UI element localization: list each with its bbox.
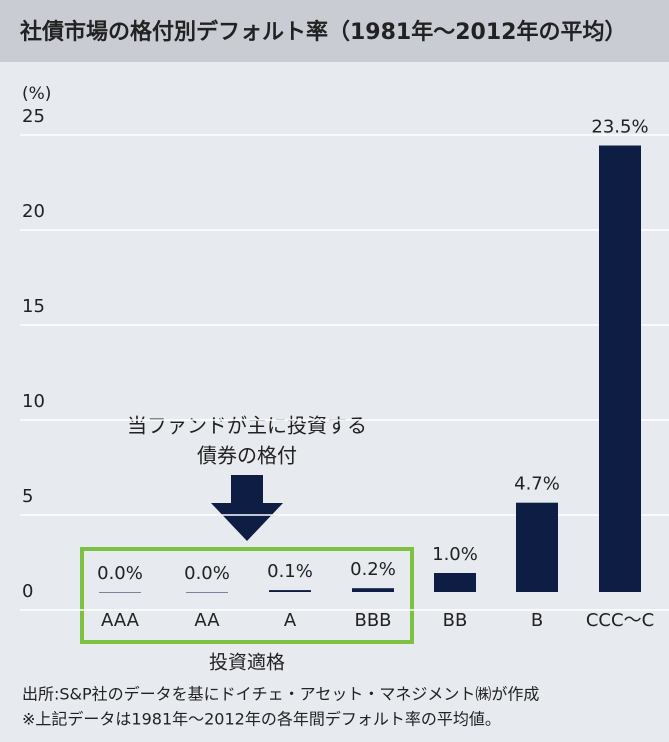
x-tick-label: AA <box>194 610 220 631</box>
annotation: 当ファンドが主に投資する <box>127 414 367 438</box>
x-tick-label: CCC〜C <box>586 610 654 631</box>
value-label: 0.1% <box>267 561 313 582</box>
y-tick-label: 20 <box>22 201 45 222</box>
x-tick-label: B <box>531 610 543 631</box>
arrow <box>211 475 283 541</box>
chart-title: 社債市場の格付別デフォルト率（1981年〜2012年の平均） <box>20 19 626 45</box>
group-label: 投資適格 <box>209 652 285 674</box>
group-box <box>80 547 414 644</box>
value-label: 0.0% <box>97 563 143 584</box>
y-tick-label: 15 <box>22 296 45 317</box>
bar <box>599 145 641 592</box>
bar <box>352 588 394 592</box>
bar <box>269 590 311 592</box>
bar <box>516 502 558 592</box>
y-tick-label: 25 <box>22 106 45 127</box>
value-label: 4.7% <box>514 474 560 495</box>
x-tick-label: AAA <box>101 610 140 631</box>
y-tick-label: 5 <box>22 486 33 507</box>
note: ※上記データは1981年〜2012年の各年間デフォルト率の平均値。 <box>22 710 501 729</box>
annotation: 債券の格付 <box>197 444 297 468</box>
x-tick-label: A <box>284 610 297 631</box>
bar <box>99 592 141 593</box>
note: 出所:S&P社のデータを基にドイチェ・アセット・マネジメント㈱が作成 <box>22 685 539 704</box>
value-label: 0.2% <box>350 559 396 580</box>
value-label: 1.0% <box>432 544 478 565</box>
y-tick-label: 10 <box>22 391 45 412</box>
y-tick-label: 0 <box>22 581 33 602</box>
x-tick-label: BBB <box>354 610 391 631</box>
value-label: 23.5% <box>591 117 648 138</box>
bar <box>434 573 476 592</box>
bar <box>186 592 228 593</box>
value-label: 0.0% <box>184 563 230 584</box>
title-bar <box>0 0 669 62</box>
x-tick-label: BB <box>443 610 468 631</box>
y-unit: (%) <box>22 84 51 104</box>
